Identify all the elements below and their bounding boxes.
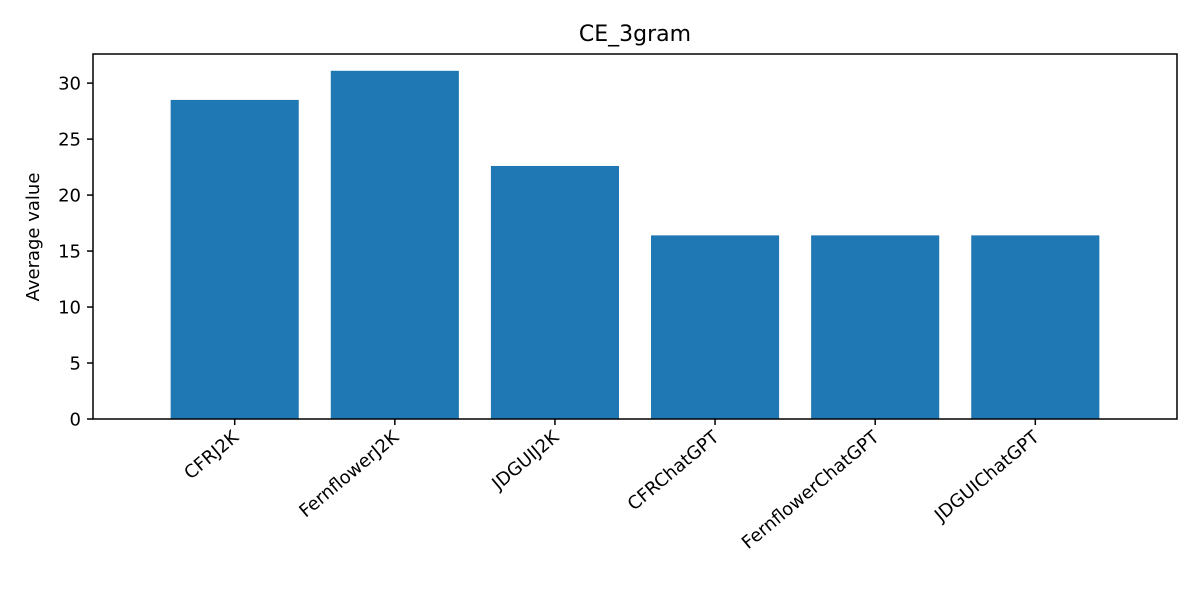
y-tick-label: 25: [58, 130, 81, 151]
y-tick-label: 20: [58, 186, 81, 207]
chart-title: CE_3gram: [579, 22, 691, 47]
bar-jdguij2k: [490, 165, 619, 419]
y-tick-label: 30: [58, 74, 81, 95]
y-tick-label: 5: [70, 354, 81, 375]
bar-cfrchatgpt: [651, 235, 780, 419]
bar-cfrj2k: [170, 99, 299, 419]
y-tick-label: 10: [58, 298, 81, 319]
y-tick-label: 15: [58, 242, 81, 263]
bars-group: [170, 70, 1100, 419]
bar-jdguichatgpt: [971, 235, 1100, 419]
bar-fernflowerj2k: [330, 70, 459, 419]
y-tick-label: 0: [70, 410, 81, 431]
plot-frame: [92, 53, 1178, 420]
y-axis-label: Average value: [23, 173, 44, 302]
bar-fernflowerchatgpt: [811, 235, 940, 419]
y-axis: 0 5 10 15 20 25 30: [58, 74, 93, 431]
